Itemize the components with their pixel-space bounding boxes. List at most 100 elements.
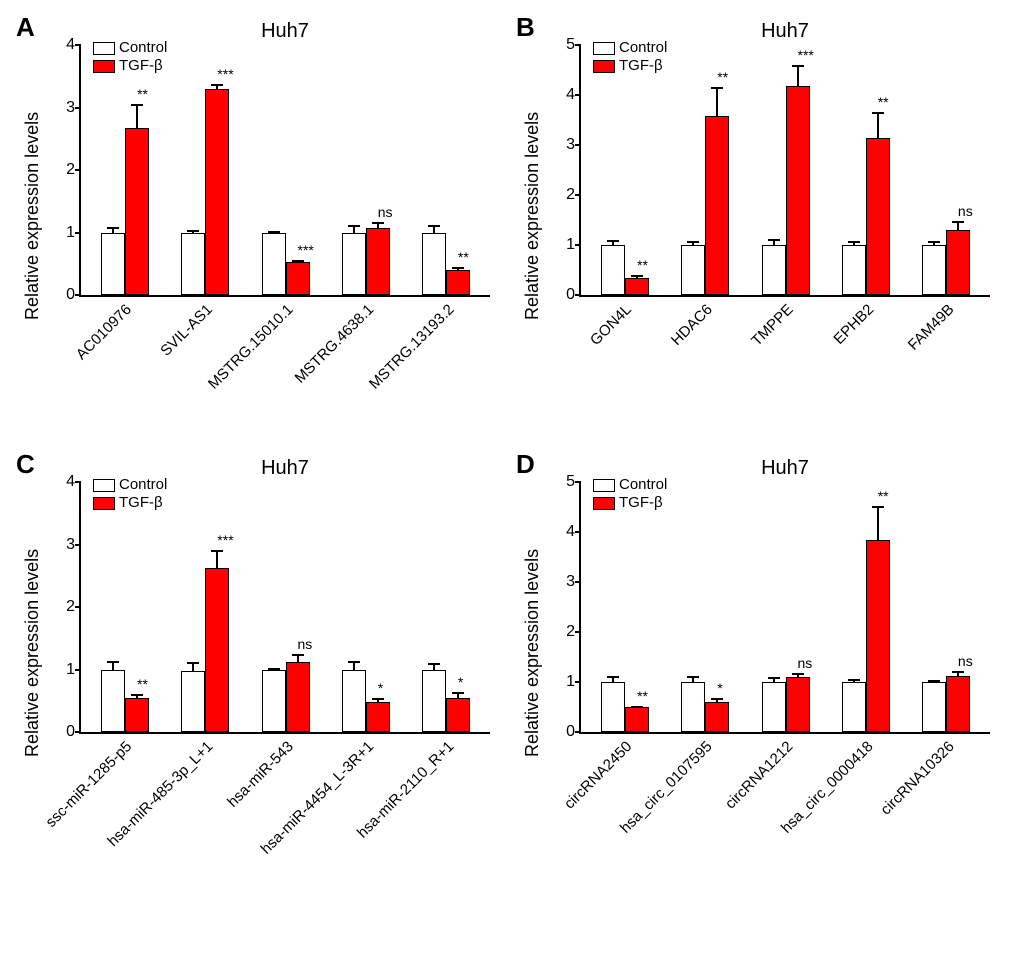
y-tick-label: 3 [547,573,575,591]
significance-label: *** [298,242,314,258]
x-tick-label: AC010976 [73,301,135,363]
error-bar [612,240,614,246]
plot-area: 012345***ns**ns [579,482,990,734]
bar-tgfb: ** [625,707,649,732]
x-tick-label: HDAC6 [668,301,716,349]
y-axis-label: Relative expression levels [20,442,45,864]
error-bar [853,241,855,246]
bar-group: ** [85,670,165,733]
bar-group: *** [745,86,825,295]
y-tick-mark [575,681,581,683]
error-bar [353,661,355,670]
error-bar [636,706,638,709]
bar-group: * [406,670,486,733]
x-label-cell: HDAC6 [664,297,745,427]
bar-tgfb: * [446,698,470,732]
error-bar [216,84,218,90]
error-bar [273,231,275,234]
y-tick-mark [575,144,581,146]
bar-tgfb: *** [205,89,229,295]
y-tick-mark [75,44,81,46]
bar-group: ns [245,662,325,732]
y-tick-label: 4 [47,473,75,491]
y-tick-mark [75,731,81,733]
bar-control [842,682,866,732]
error-bar [136,104,138,129]
y-tick-mark [75,544,81,546]
y-tick-mark [575,94,581,96]
x-label-cell: FAM49B [905,297,986,427]
bar-group: ns [745,677,825,732]
plot: ControlTGF-β01234*****ns**ssc-miR-1285-p… [45,482,500,864]
x-label-cell: circRNA10326 [905,734,986,864]
error-bar [773,239,775,247]
y-tick-label: 3 [547,136,575,154]
y-tick-mark [75,232,81,234]
significance-label: *** [217,532,233,548]
error-bar [797,65,799,88]
y-tick-label: 0 [47,723,75,741]
bar-tgfb: ** [625,278,649,296]
y-axis-label: Relative expression levels [520,442,545,864]
bar-group: ** [585,245,665,295]
y-tick-label: 2 [47,598,75,616]
error-bar [636,275,638,279]
panel-A: AHuh7Relative expression levelsControlTG… [20,20,500,427]
error-bar [457,692,459,698]
significance-label: ns [958,653,973,669]
y-tick-mark [75,669,81,671]
error-bar [692,676,694,683]
y-tick-mark [75,107,81,109]
bar-group: * [665,682,745,732]
y-tick-label: 0 [547,723,575,741]
y-tick-label: 2 [547,186,575,204]
error-bar [957,671,959,677]
y-tick-mark [575,244,581,246]
bar-tgfb: *** [786,86,810,295]
bar-group: ns [906,230,986,295]
x-tick-label: FAM49B [905,301,958,354]
significance-label: ** [717,69,728,85]
bar-group: ** [826,138,906,295]
bar-group: *** [165,89,245,295]
y-tick-mark [575,531,581,533]
significance-label: * [378,680,383,696]
y-tick-mark [575,44,581,46]
x-axis-labels: GON4LHDAC6TMPPEEPHB2FAM49B [579,297,990,427]
y-tick-label: 0 [547,286,575,304]
bar-control [681,245,705,295]
bar-control [422,670,446,733]
error-bar [273,668,275,671]
bar-control [342,670,366,733]
significance-label: * [458,674,463,690]
significance-label: ns [958,203,973,219]
y-tick-mark [75,169,81,171]
y-tick-label: 4 [547,523,575,541]
bar-group: ns [906,676,986,732]
bar-group: * [326,670,406,733]
bar-tgfb: ** [866,540,890,733]
bar-control [762,682,786,732]
error-bar [797,673,799,678]
x-tick-label: SVIL-AS1 [157,301,216,360]
bar-control [842,245,866,295]
error-bar [716,87,718,117]
error-bar [773,677,775,683]
plot-area: 01234********ns** [79,45,490,297]
bar-group: ** [665,116,745,295]
bar-control [262,233,286,296]
y-tick-label: 5 [547,473,575,491]
significance-label: ** [137,86,148,102]
error-bar [112,227,114,233]
significance-label: ** [137,676,148,692]
error-bar [216,550,218,569]
bar-tgfb: ns [946,676,970,732]
y-tick-mark [75,294,81,296]
bar-control [181,671,205,732]
significance-label: *** [798,47,814,63]
figure-grid: AHuh7Relative expression levelsControlTG… [20,20,1000,864]
x-tick-label: TMPPE [748,301,797,350]
error-bar [112,661,114,670]
bar-group: ns [326,228,406,296]
panel-B: BHuh7Relative expression levelsControlTG… [520,20,1000,427]
